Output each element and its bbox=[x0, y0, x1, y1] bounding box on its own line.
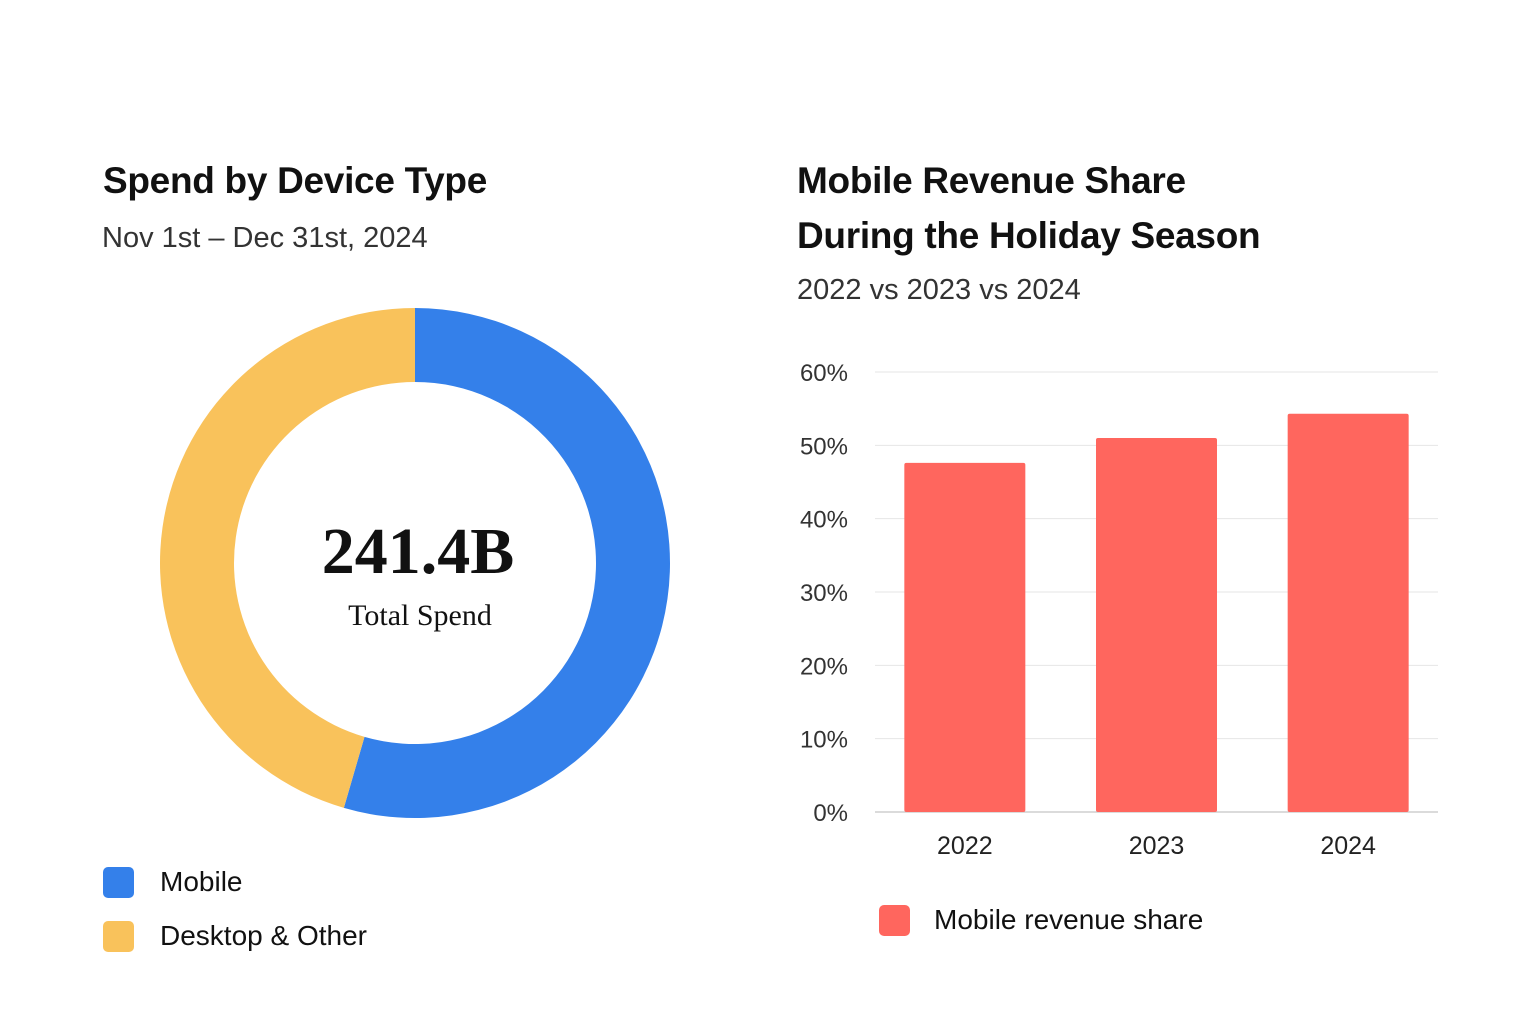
y-tick-label: 40% bbox=[800, 507, 848, 534]
x-tick-label-2024: 2024 bbox=[1320, 832, 1376, 860]
donut-slice-desktop-and-other bbox=[159, 308, 415, 808]
bar-chart-title-line2: During the Holiday Season bbox=[797, 215, 1261, 256]
legend-label-desktop-other: Desktop & Other bbox=[160, 920, 367, 951]
x-tick-label-2023: 2023 bbox=[1129, 832, 1185, 860]
bar-chart-title-line1: Mobile Revenue Share bbox=[797, 160, 1186, 201]
bar-2022 bbox=[904, 462, 1026, 812]
donut-center-label: Total Spend bbox=[348, 599, 492, 632]
donut-center-value: 241.4B bbox=[322, 515, 515, 588]
y-tick-label: 0% bbox=[813, 800, 848, 827]
bar-2024 bbox=[1287, 413, 1409, 812]
x-tick-label-2022: 2022 bbox=[937, 832, 993, 860]
legend-swatch-mobile-revenue-share bbox=[879, 904, 910, 936]
legend-label-mobile: Mobile bbox=[160, 866, 243, 897]
bar-chart-title: Mobile Revenue Share During the Holiday … bbox=[797, 153, 1261, 263]
legend-label-mobile-revenue-share: Mobile revenue share bbox=[934, 904, 1204, 935]
bar-chart-subtitle: 2022 vs 2023 vs 2024 bbox=[797, 274, 1081, 306]
y-tick-label: 30% bbox=[800, 580, 848, 607]
legend-item-desktop-other: Desktop & Other bbox=[103, 920, 367, 952]
legend-item-mobile: Mobile bbox=[103, 866, 242, 898]
y-tick-label: 60% bbox=[800, 360, 848, 387]
legend-swatch-desktop-other bbox=[103, 920, 134, 952]
donut-chart-subtitle: Nov 1st – Dec 31st, 2024 bbox=[102, 222, 428, 254]
donut-slice-mobile bbox=[343, 308, 670, 818]
bar-2023 bbox=[1096, 438, 1217, 812]
legend-item-mobile-revenue-share: Mobile revenue share bbox=[879, 904, 1203, 936]
bar-chart: 0% 10% 20% 30% 40% 50% 60% 2022 2023 2024 bbox=[800, 360, 1438, 860]
y-tick-label: 10% bbox=[800, 727, 848, 754]
donut-chart-title: Spend by Device Type bbox=[103, 160, 487, 201]
donut-chart: 241.4B Total Spend bbox=[159, 308, 670, 818]
legend-swatch-mobile bbox=[103, 866, 134, 898]
y-tick-label: 50% bbox=[800, 433, 848, 460]
y-tick-label: 20% bbox=[800, 653, 848, 680]
